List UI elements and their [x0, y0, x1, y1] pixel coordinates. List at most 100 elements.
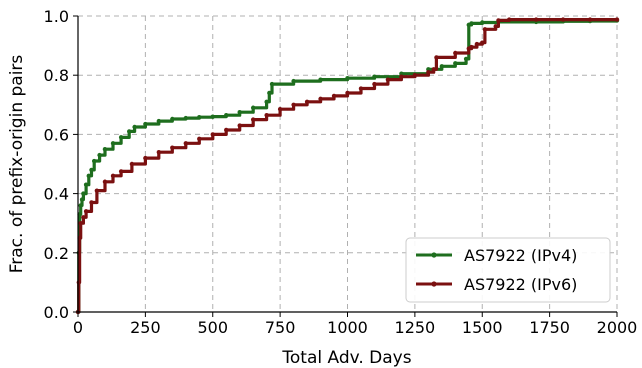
- data-point-ipv4: [91, 158, 97, 164]
- data-point-ipv4: [118, 135, 124, 140]
- data-point-ipv6: [399, 74, 404, 79]
- data-point-ipv6: [156, 149, 162, 155]
- data-point-ipv6: [493, 24, 498, 29]
- data-point-ipv6: [291, 102, 296, 108]
- data-point-ipv4: [210, 114, 215, 119]
- data-point-ipv4: [237, 110, 242, 115]
- x-tick-label: 1250: [395, 318, 436, 337]
- x-axis-title: Total Adv. Days: [281, 348, 411, 368]
- data-point-ipv6: [412, 73, 418, 78]
- data-point-ipv6: [372, 81, 377, 87]
- data-point-ipv6: [560, 17, 566, 22]
- data-point-ipv6: [250, 117, 256, 122]
- data-point-ipv6: [264, 112, 269, 118]
- legend: AS7922 (IPv4) AS7922 (IPv6): [405, 237, 611, 303]
- data-point-ipv4: [224, 112, 229, 118]
- data-point-ipv6: [197, 136, 202, 142]
- y-tick-label: 0.2: [44, 244, 69, 263]
- ticks: 0 250 500 750 1000 1250 1500 1750 2000 0.0 0.2 0.4 0…: [44, 7, 638, 337]
- x-tick-label: 1000: [327, 318, 368, 337]
- data-point-ipv6: [426, 70, 431, 75]
- data-point-ipv6: [474, 41, 480, 47]
- data-point-ipv4: [453, 61, 458, 66]
- legend-label-ipv4: AS7922 (IPv4): [464, 246, 577, 265]
- data-point-ipv4: [264, 99, 269, 105]
- data-point-ipv4: [345, 75, 350, 81]
- data-point-ipv4: [156, 118, 162, 124]
- data-point-ipv6: [385, 77, 391, 82]
- series-layer: [75, 17, 620, 315]
- data-point-ipv4: [439, 64, 445, 69]
- data-point-ipv6: [453, 50, 458, 56]
- data-point-ipv4: [170, 116, 175, 122]
- data-point-ipv4: [79, 197, 85, 202]
- data-point-ipv6: [507, 17, 512, 22]
- legend-label-ipv6: AS7922 (IPv6): [464, 275, 577, 294]
- data-point-ipv4: [318, 77, 323, 82]
- data-point-ipv6: [143, 155, 148, 161]
- x-tick-label: 2000: [597, 318, 638, 337]
- data-point-ipv6: [318, 96, 323, 102]
- data-point-ipv4: [250, 105, 256, 110]
- y-tick-label: 0.0: [44, 303, 69, 322]
- data-point-ipv4: [110, 141, 116, 146]
- data-point-ipv6: [277, 107, 283, 112]
- data-point-ipv4: [372, 74, 377, 79]
- data-point-ipv6: [614, 17, 620, 22]
- data-point-ipv6: [237, 123, 242, 128]
- data-point-ipv4: [267, 90, 272, 96]
- data-point-ipv6: [431, 67, 436, 72]
- data-point-ipv6: [89, 200, 94, 205]
- data-point-ipv6: [434, 55, 439, 60]
- data-point-ipv4: [269, 81, 275, 87]
- data-point-ipv4: [197, 115, 202, 120]
- data-point-ipv4: [81, 191, 86, 196]
- data-point-ipv6: [183, 141, 188, 146]
- x-tick-label: 250: [130, 318, 161, 337]
- x-tick-label: 0: [73, 318, 83, 337]
- data-point-ipv4: [463, 56, 469, 62]
- data-point-ipv4: [291, 78, 296, 84]
- data-point-ipv4: [86, 173, 91, 179]
- data-point-ipv4: [143, 121, 148, 127]
- data-point-ipv6: [480, 40, 485, 45]
- data-point-ipv6: [170, 145, 175, 150]
- data-point-ipv4: [83, 182, 89, 187]
- legend-box: [405, 237, 611, 303]
- data-point-ipv6: [110, 173, 116, 179]
- data-point-ipv4: [480, 20, 485, 25]
- legend-marker-ipv6: [431, 281, 437, 287]
- data-point-ipv6: [482, 27, 488, 32]
- data-point-ipv6: [94, 188, 100, 193]
- data-point-ipv6: [224, 127, 229, 133]
- data-point-ipv4: [469, 21, 474, 26]
- x-tick-label: 1500: [462, 318, 503, 337]
- y-axis-title: Frac. of prefix-origin pairs: [7, 55, 27, 274]
- data-point-ipv6: [76, 280, 82, 285]
- data-point-ipv6: [129, 161, 135, 167]
- data-point-ipv6: [496, 18, 501, 23]
- data-point-ipv6: [83, 209, 89, 214]
- y-tick-label: 0.6: [44, 125, 69, 144]
- data-point-ipv6: [304, 99, 310, 105]
- data-point-ipv6: [210, 132, 215, 137]
- data-point-ipv6: [81, 215, 86, 220]
- legend-marker-ipv4: [431, 252, 437, 258]
- x-tick-label: 500: [197, 318, 228, 337]
- data-point-ipv4: [132, 124, 137, 130]
- x-tick-label: 750: [265, 318, 296, 337]
- grid: [78, 15, 618, 312]
- data-point-ipv4: [78, 203, 83, 208]
- data-point-ipv6: [118, 169, 124, 174]
- data-point-ipv6: [78, 221, 83, 226]
- data-point-ipv4: [102, 147, 108, 152]
- data-point-ipv6: [331, 93, 337, 99]
- data-point-ipv4: [127, 129, 132, 134]
- y-tick-label: 0.4: [44, 185, 69, 204]
- data-point-ipv6: [102, 179, 108, 184]
- data-point-ipv4: [89, 167, 94, 173]
- data-point-ipv6: [469, 44, 474, 50]
- data-point-ipv6: [345, 90, 350, 96]
